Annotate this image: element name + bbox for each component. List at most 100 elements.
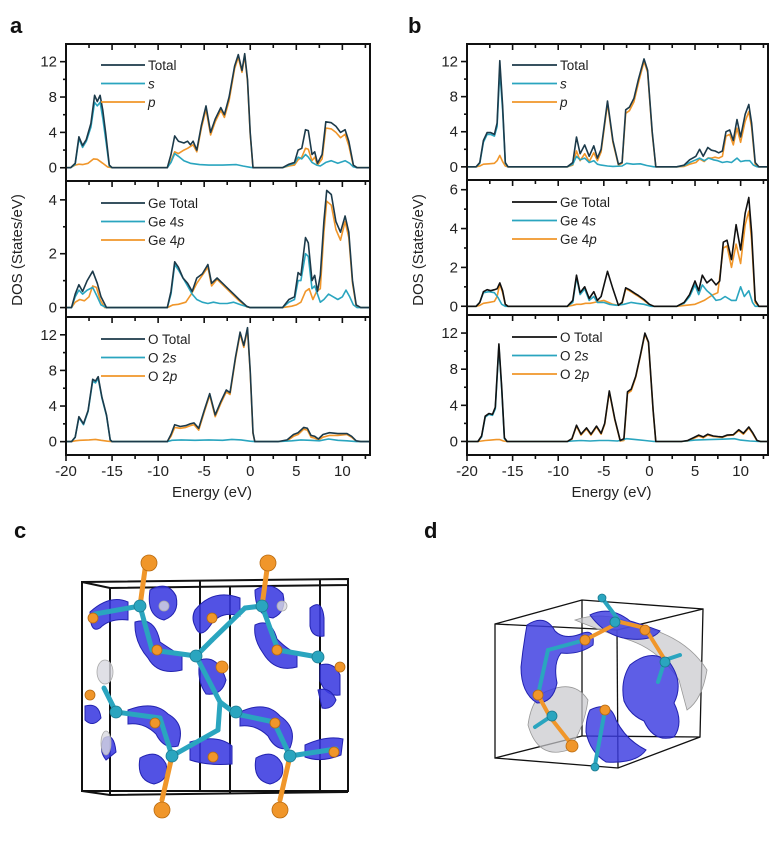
charge-density-structure-d: [494, 593, 708, 772]
ge-atom: [109, 705, 123, 719]
y-tick-label: 8: [49, 362, 57, 379]
series-o-total: [66, 326, 370, 443]
subplot-ge: 0 2 4 6 Ge Total Ge 4s Ge 4p: [450, 179, 769, 316]
o-atom: [87, 612, 99, 624]
o-atom: [599, 704, 611, 716]
o-atom: [151, 644, 163, 656]
legend-label: Ge 4s: [148, 215, 184, 230]
panel-label-d: d: [424, 518, 437, 543]
o-atom: [532, 689, 544, 701]
series-o-total: [467, 332, 768, 443]
ge-atom: [311, 650, 325, 664]
ge-atoms: [109, 599, 325, 763]
charge-density-structure-c: [81, 554, 349, 819]
y-tick-label: 8: [450, 361, 458, 378]
o-atom: [565, 739, 579, 753]
subplot-o: 0 4 8 12 O Total O 2s O 2p: [40, 316, 371, 461]
o-atom: [207, 751, 219, 763]
ge-atom: [590, 762, 600, 772]
y-tick-label: 2: [49, 246, 57, 263]
legend: Ge Total Ge 4s Ge 4p: [512, 195, 610, 247]
o-atom: [269, 717, 281, 729]
y-tick-label: 2: [450, 259, 458, 276]
ge-atom: [609, 616, 621, 628]
ge-atoms: [546, 593, 671, 772]
y-tick-label: 12: [40, 54, 57, 71]
x-tick-label: -20: [55, 463, 77, 480]
y-tick-label: 4: [49, 192, 57, 209]
x-tick-label: 10: [334, 463, 351, 480]
series-o-2s: [467, 345, 768, 443]
legend-label: p: [559, 95, 568, 110]
legend-label: O 2s: [560, 349, 589, 364]
dos-chart-b: 0 4 8 12 Total sp 0 2 4 6 Ge Total Ge 4s Ge 4p 0 4 8 12 O…: [410, 43, 769, 501]
legend-label: Ge 4p: [560, 232, 597, 247]
series-o-2p: [467, 333, 768, 443]
o-atom: [639, 624, 651, 636]
x-axis-title: Energy (eV): [571, 484, 651, 501]
o-atom: [215, 660, 229, 674]
series-ge-4p: [66, 200, 370, 309]
y-tick-label: 12: [441, 325, 458, 342]
y-tick-label: 4: [450, 221, 458, 238]
x-axis-title: Energy (eV): [172, 484, 252, 501]
legend-label: Ge 4s: [560, 214, 596, 229]
y-tick-label: 0: [49, 434, 57, 451]
o-atom: [579, 634, 591, 646]
series-ge-4p: [467, 210, 768, 308]
series-p: [467, 60, 768, 168]
o-atom: [271, 644, 283, 656]
x-tick-label: -15: [101, 463, 123, 480]
y-tick-label: 0: [49, 160, 57, 177]
o-atom: [149, 717, 161, 729]
ge-atom: [229, 705, 243, 719]
y-tick-label: 12: [441, 54, 458, 71]
series-ge-total: [66, 189, 370, 309]
y-tick-label: 4: [450, 397, 458, 414]
ge-atom: [597, 593, 607, 603]
subplot-total: 0 4 8 12 Total sp: [441, 43, 769, 181]
legend-label: O 2p: [560, 367, 590, 382]
legend-label: O Total: [560, 330, 603, 345]
legend: Total sp: [512, 58, 589, 110]
y-tick-label: 0: [49, 300, 57, 317]
o-atom: [84, 689, 96, 701]
y-tick-label: 12: [40, 327, 57, 344]
o-atom: [334, 661, 346, 673]
legend-label: s: [148, 77, 155, 92]
plot-frame: [466, 314, 769, 456]
x-tick-label: 10: [732, 463, 749, 480]
ge-atom: [189, 649, 203, 663]
series-s: [66, 101, 370, 169]
o-atom: [271, 801, 289, 819]
legend-label: s: [560, 77, 567, 92]
legend-label: O 2s: [148, 351, 177, 366]
ge-atom: [283, 749, 297, 763]
dos-chart-a: 0 4 8 12 Total sp 0 2 4 Ge Total Ge 4s Ge 4p 0 4 8 12 O …: [9, 43, 371, 501]
legend-label: Ge Total: [148, 196, 198, 211]
legend-label: Ge 4p: [148, 233, 185, 248]
y-tick-label: 0: [450, 159, 458, 176]
legend-label: Total: [560, 58, 589, 73]
x-tick-label: 5: [691, 463, 699, 480]
legend: Ge Total Ge 4s Ge 4p: [101, 196, 198, 248]
o-atom: [328, 746, 340, 758]
subplot-ge: 0 2 4 Ge Total Ge 4s Ge 4p: [49, 180, 371, 318]
legend-label: O 2p: [148, 369, 178, 384]
panel-label-c: c: [14, 518, 26, 543]
ge-atom: [546, 710, 558, 722]
series-o-2p: [66, 328, 370, 443]
x-tick-label: -15: [502, 463, 524, 480]
legend-label: Total: [148, 58, 177, 73]
ge-atom: [255, 599, 269, 613]
y-tick-label: 0: [450, 433, 458, 450]
subplot-total: 0 4 8 12 Total sp: [40, 43, 371, 182]
plot-frame: [65, 180, 371, 318]
legend-label: p: [147, 95, 156, 110]
plot-frame: [65, 316, 371, 456]
series-total: [467, 58, 768, 168]
legend: O Total O 2s O 2p: [512, 330, 603, 382]
legend: Total sp: [101, 58, 177, 110]
legend-label: O Total: [148, 332, 191, 347]
